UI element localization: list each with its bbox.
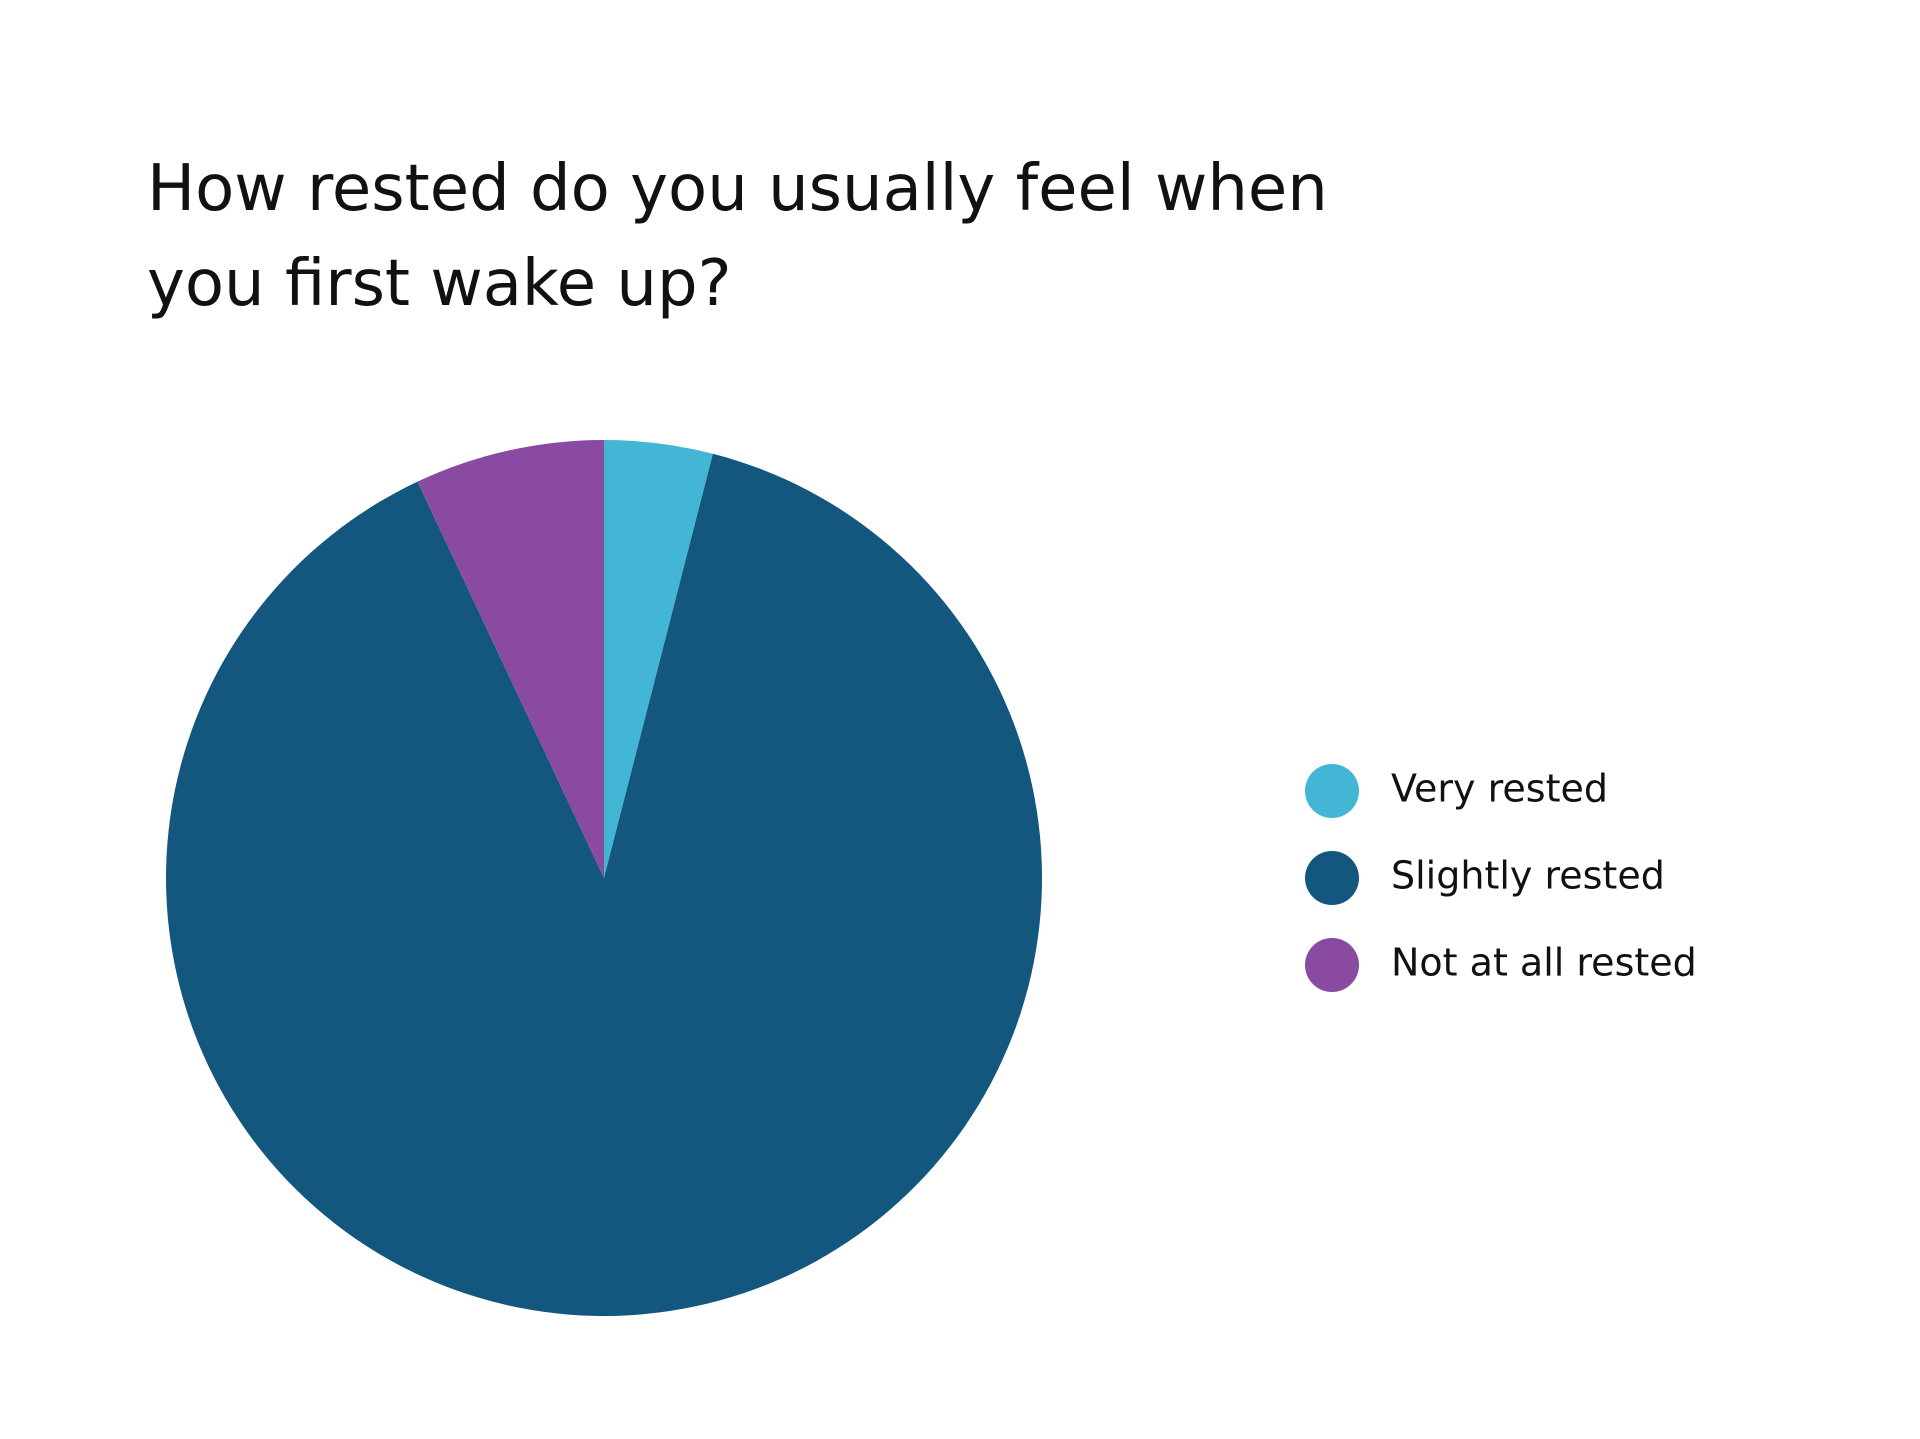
pie-slice — [604, 440, 713, 878]
legend-swatch — [1305, 938, 1359, 992]
chart-title: How rested do you usually feel when — [147, 152, 1328, 226]
legend-label: Not at all rested — [1391, 941, 1697, 985]
legend-label: Very rested — [1391, 767, 1608, 811]
legend-swatch — [1305, 764, 1359, 818]
legend-swatch — [1305, 851, 1359, 905]
pie-slice — [165, 453, 1042, 1317]
legend-label: Slightly rested — [1391, 854, 1665, 898]
chart-title: you first wake up? — [147, 247, 732, 321]
pie-slice — [417, 440, 604, 878]
